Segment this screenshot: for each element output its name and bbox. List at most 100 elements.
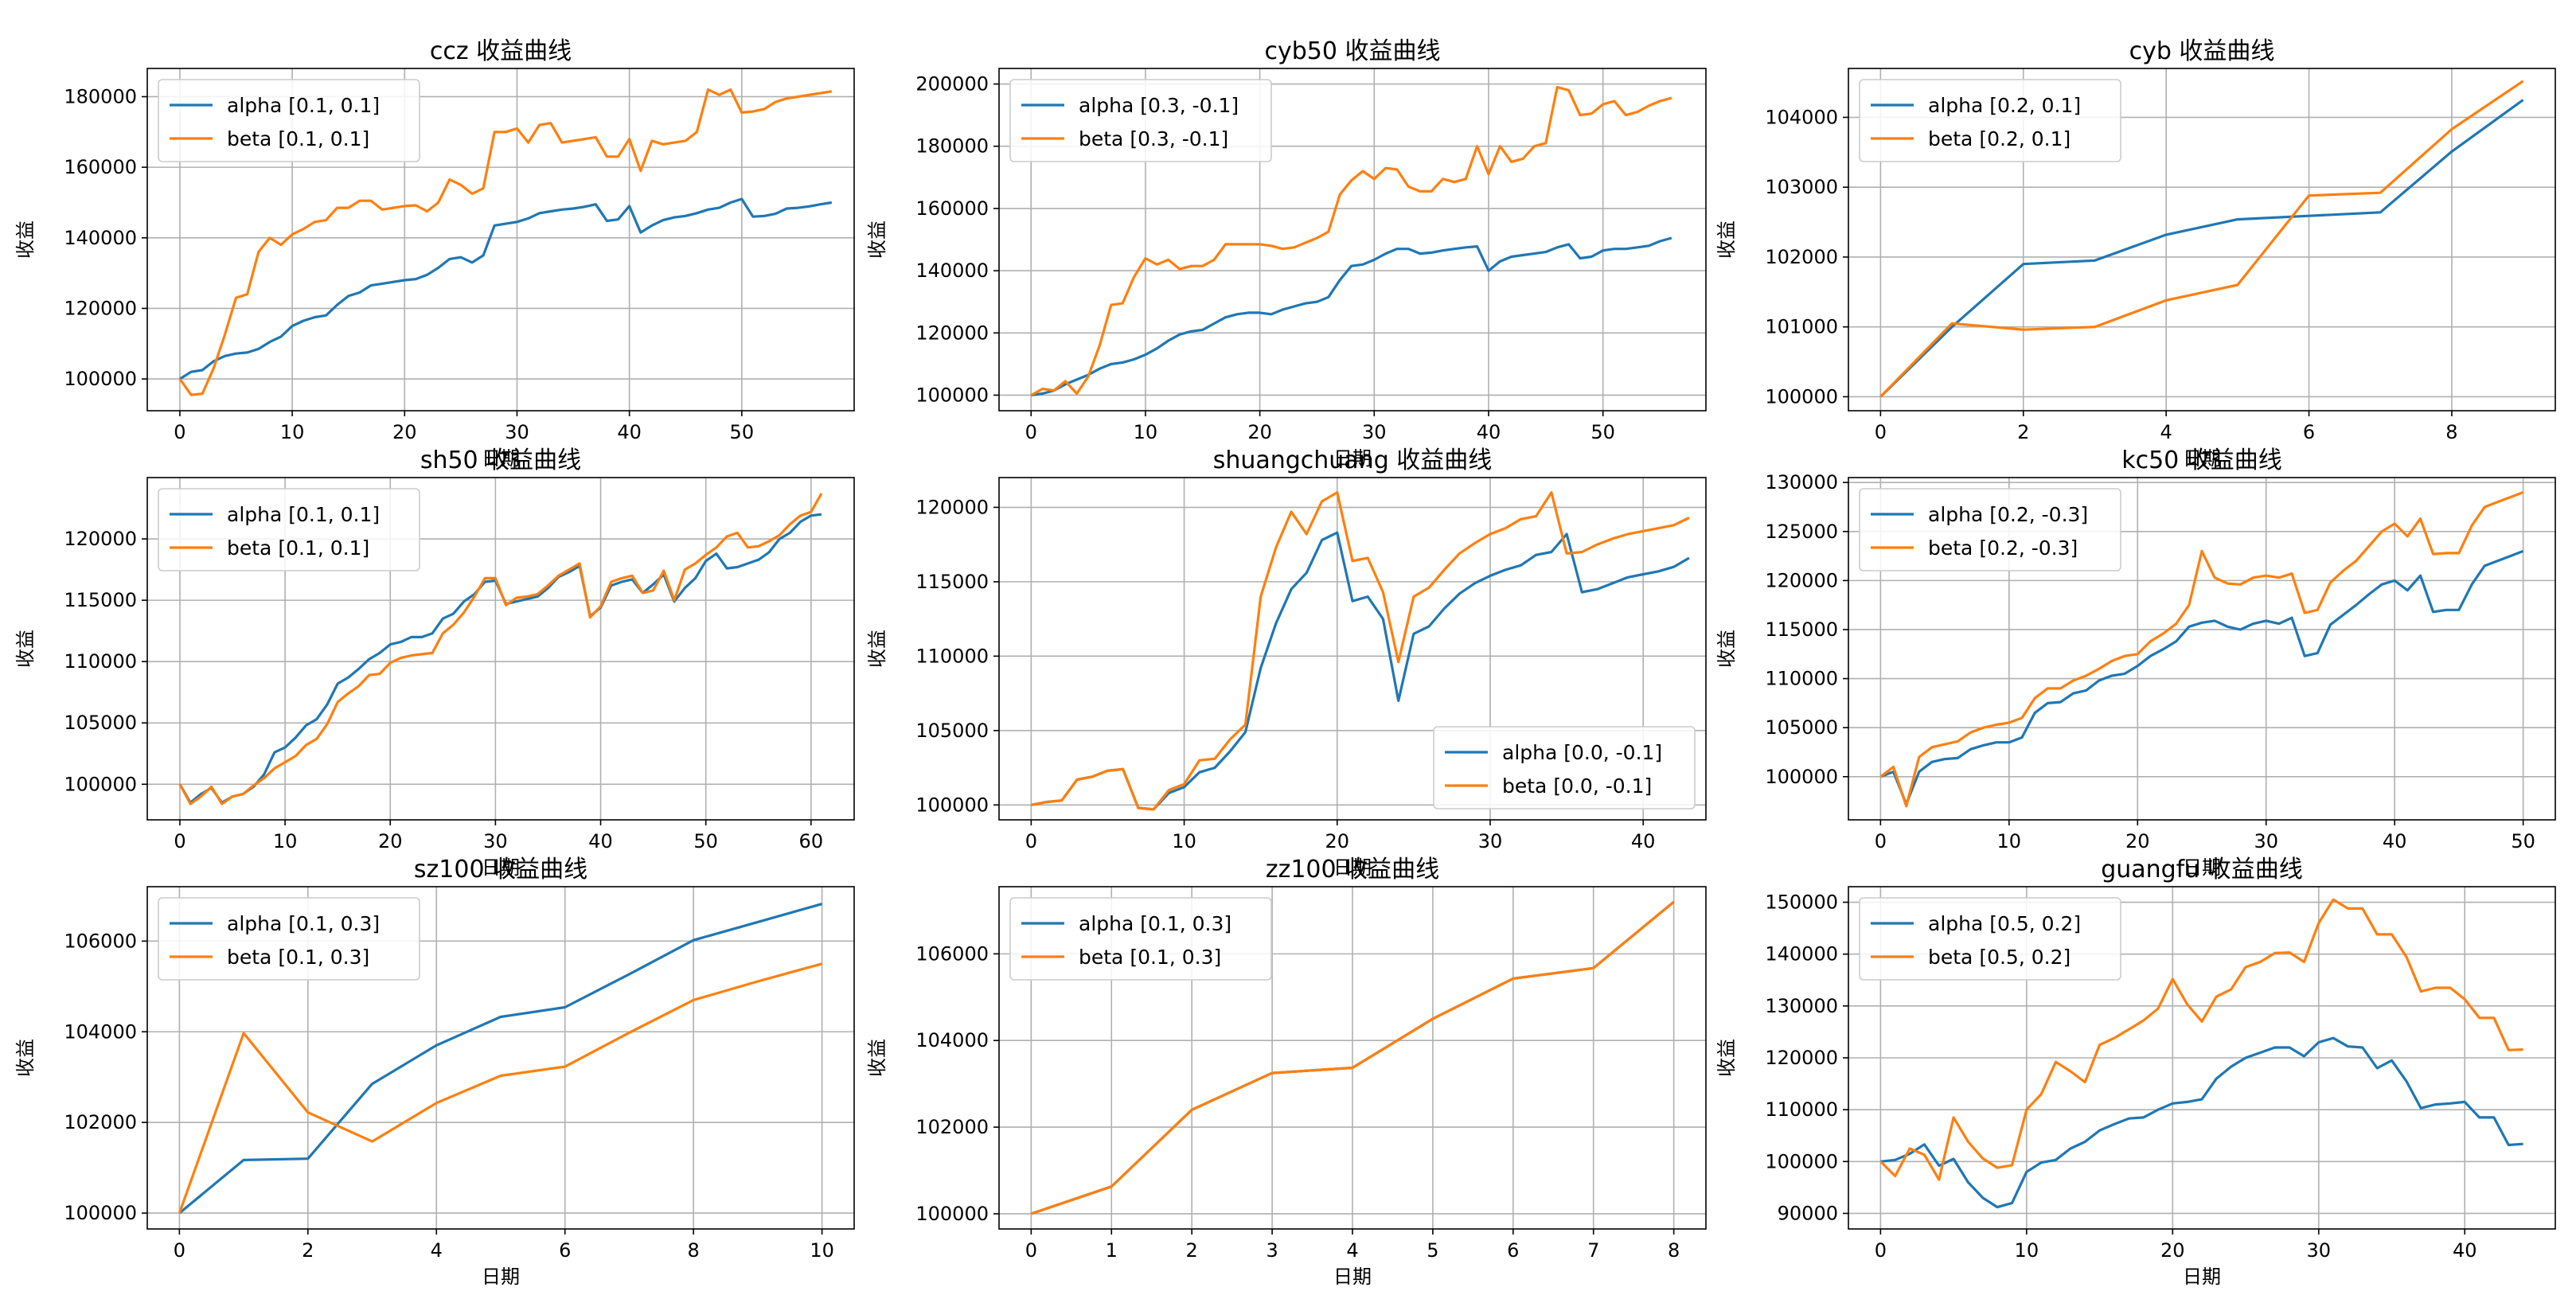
subplot-title: ccz 收益曲线 xyxy=(430,37,572,65)
subplot-5: 0 10 20 30 40 50 100000 105000 110000 115000 12000… xyxy=(1715,447,2556,879)
legend: alpha [0.0, -0.1] beta [0.0, -0.1] xyxy=(1433,726,1696,809)
y-tick-label: 102000 xyxy=(915,1116,989,1138)
x-tick-label: 10 xyxy=(1134,421,1158,443)
x-tick-label: 30 xyxy=(483,830,508,852)
series-line-1 xyxy=(1879,898,2523,1181)
x-tick-label: 10 xyxy=(280,421,305,443)
y-axis-label: 收益 xyxy=(866,630,888,668)
subplot-title: sz100 收益曲线 xyxy=(414,856,587,884)
x-tick-label: 40 xyxy=(1477,421,1501,443)
y-tick-label: 180000 xyxy=(915,135,989,158)
x-axis-label: 日期 xyxy=(2183,856,2221,879)
x-tick-label: 20 xyxy=(1247,421,1272,443)
x-tick-label: 10 xyxy=(273,830,298,852)
x-tick-label: 2 xyxy=(2017,421,2029,443)
y-tick-label: 120000 xyxy=(915,322,989,344)
y-tick-label: 101000 xyxy=(1765,316,1838,338)
y-tick-label: 150000 xyxy=(1765,891,1838,914)
y-tick-label: 120000 xyxy=(64,297,137,319)
legend-box xyxy=(1009,79,1272,162)
subplot-3: 0 10 20 30 40 50 60 100000 105000 110000 115000 120… xyxy=(14,447,855,879)
x-tick-label: 40 xyxy=(2383,830,2407,852)
axes-frame xyxy=(1848,68,2556,412)
x-tick-label: 8 xyxy=(1668,1239,1680,1262)
subplot-1: 0 10 20 30 40 50 100000 120000 140000 160000 18000… xyxy=(866,37,1707,470)
x-tick-label: 0 xyxy=(1875,1239,1887,1262)
legend-label-1: beta [0.1, 0.3] xyxy=(227,946,369,969)
x-tick-label: 30 xyxy=(1478,830,1503,852)
x-tick-label: 50 xyxy=(693,830,718,852)
x-tick-label: 40 xyxy=(588,830,613,852)
x-tick-label: 20 xyxy=(1325,830,1350,852)
x-tick-label: 4 xyxy=(1346,1239,1358,1262)
series-line-0 xyxy=(1880,1036,2523,1209)
x-tick-label: 6 xyxy=(2303,421,2315,443)
y-tick-label: 110000 xyxy=(64,650,137,673)
series-line-1 xyxy=(178,493,823,806)
legend-box xyxy=(1009,897,1272,981)
series-line-1 xyxy=(1030,85,1672,396)
y-tick-label: 120000 xyxy=(915,496,989,518)
x-tick-label: 0 xyxy=(174,421,185,443)
legend-label-0: alpha [0.1, 0.1] xyxy=(227,503,380,526)
x-tick-label: 50 xyxy=(1590,421,1615,443)
legend: alpha [0.1, 0.3] beta [0.1, 0.3] xyxy=(158,897,420,981)
x-tick-label: 50 xyxy=(2511,830,2535,852)
subplot-7: 0 1 2 3 4 5 6 7 8 100000 102000 104000 106000 zz100 收… xyxy=(866,856,1707,1288)
series-line-1 xyxy=(1879,80,2524,398)
legend-box xyxy=(1859,897,2121,981)
legend-box xyxy=(1433,726,1696,809)
y-tick-label: 100000 xyxy=(1765,385,1838,408)
x-tick-label: 10 xyxy=(2015,1239,2039,1262)
legend-label-0: alpha [0.1, 0.3] xyxy=(1079,912,1231,935)
x-tick-label: 60 xyxy=(799,830,824,852)
x-tick-label: 6 xyxy=(1507,1239,1519,1262)
x-tick-label: 20 xyxy=(378,830,403,852)
legend: alpha [0.2, -0.3] beta [0.2, -0.3] xyxy=(1859,488,2121,571)
x-tick-label: 0 xyxy=(174,830,185,852)
subplot-title: kc50 收益曲线 xyxy=(2121,447,2282,474)
legend-label-1: beta [0.2, 0.1] xyxy=(1928,127,2071,150)
x-tick-label: 30 xyxy=(1362,421,1387,443)
x-tick-label: 5 xyxy=(1427,1239,1438,1262)
axes-frame xyxy=(146,477,855,821)
y-tick-label: 100000 xyxy=(64,773,137,795)
legend: alpha [0.1, 0.1] beta [0.1, 0.1] xyxy=(158,488,420,571)
legend-box xyxy=(158,79,420,162)
subplot-title: cyb50 收益曲线 xyxy=(1264,37,1440,65)
y-tick-label: 120000 xyxy=(1765,569,1838,591)
y-tick-label: 100000 xyxy=(1765,766,1838,788)
y-tick-label: 105000 xyxy=(1765,716,1838,739)
x-tick-label: 0 xyxy=(1025,1239,1037,1262)
subplot-2: 0 2 4 6 8 100000 101000 102000 103000 104000 cyb 收… xyxy=(1715,37,2556,470)
x-tick-label: 4 xyxy=(431,1239,443,1262)
x-tick-label: 0 xyxy=(174,1239,185,1262)
y-tick-label: 106000 xyxy=(915,942,989,965)
legend-label-1: beta [0.3, -0.1] xyxy=(1079,127,1228,150)
y-tick-label: 200000 xyxy=(915,73,989,96)
legend-label-1: beta [0.0, -0.1] xyxy=(1502,774,1652,798)
legend-label-1: beta [0.1, 0.3] xyxy=(1079,946,1221,969)
y-tick-label: 105000 xyxy=(64,712,137,734)
y-tick-label: 100000 xyxy=(915,1203,989,1225)
x-axis-label: 日期 xyxy=(2183,1266,2221,1288)
x-tick-label: 2 xyxy=(1186,1239,1198,1262)
series-line-0 xyxy=(178,903,823,1215)
y-axis-label: 收益 xyxy=(866,1039,888,1077)
legend: alpha [0.2, 0.1] beta [0.2, 0.1] xyxy=(1859,79,2121,162)
subplot-title: sh50 收益曲线 xyxy=(420,447,581,474)
y-tick-label: 120000 xyxy=(64,528,137,550)
x-tick-label: 8 xyxy=(2445,421,2457,443)
y-tick-label: 110000 xyxy=(1765,1098,1838,1121)
y-axis-label: 收益 xyxy=(14,1039,37,1077)
x-axis-label: 日期 xyxy=(482,856,520,879)
y-tick-label: 102000 xyxy=(1765,246,1838,268)
legend-box xyxy=(1859,79,2121,162)
series-line-1 xyxy=(178,962,823,1214)
subplot-6: 0 2 4 6 8 10 100000 102000 104000 106000 sz100 收益曲… xyxy=(14,856,855,1288)
legend-box xyxy=(158,488,420,571)
subplot-title: shuangchuang 收益曲线 xyxy=(1213,447,1493,474)
y-tick-label: 160000 xyxy=(915,197,989,220)
series-line-0 xyxy=(1879,549,2524,806)
subplot-8: 0 10 20 30 40 90000 100000 110000 120000 130000 14… xyxy=(1715,856,2556,1288)
